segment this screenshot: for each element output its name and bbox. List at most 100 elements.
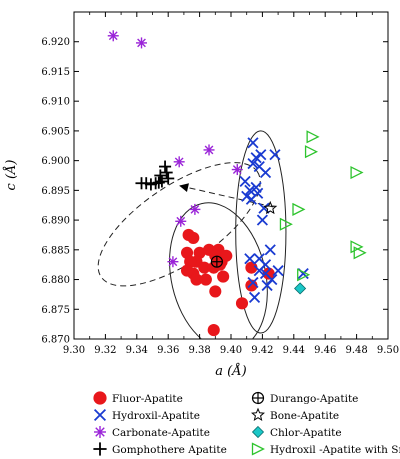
- data-point: [263, 200, 278, 215]
- x-tick-label: 9.48: [345, 345, 367, 356]
- data-point: [292, 202, 306, 216]
- legend: Fluor-Apatite Hydroxil-Apatite Carbonate-A…: [93, 391, 400, 456]
- data-point: [239, 175, 251, 188]
- data-point: [247, 158, 259, 170]
- legend-label: Gomphothere Apatite: [112, 444, 227, 456]
- legend-label: Hydroxil-Apatite: [112, 410, 200, 422]
- x-tick-label: 9.38: [188, 345, 210, 356]
- x-tick-label: 9.40: [220, 345, 242, 356]
- data-point: [209, 285, 222, 298]
- legend-item: Hydroxil -Apatite with Sr: [251, 442, 400, 456]
- legend-item: Carbonate-Apatite: [94, 426, 210, 439]
- y-tick-label: 6.920: [41, 37, 70, 48]
- x-tick-label: 9.32: [94, 345, 116, 356]
- data-point: [173, 156, 185, 168]
- y-axis-label: c (Å): [3, 160, 19, 191]
- data-point: [245, 261, 258, 274]
- y-tick-label: 6.880: [41, 275, 70, 286]
- data-point: [199, 273, 212, 286]
- y-tick-label: 6.905: [41, 126, 70, 137]
- data-point: [252, 187, 264, 199]
- data-point: [269, 149, 281, 161]
- data-point: [261, 279, 273, 292]
- data-point: [135, 177, 148, 190]
- x-tick-label: 9.36: [157, 345, 179, 356]
- data-point: [167, 256, 179, 268]
- data-point: [244, 184, 256, 196]
- data-point: [235, 297, 249, 310]
- data-point: [220, 249, 233, 262]
- data-point: [248, 291, 261, 303]
- y-tick-label: 6.910: [41, 97, 70, 108]
- data-point: [217, 270, 230, 283]
- x-axis-label: a (Å): [215, 363, 246, 379]
- data-point: [272, 265, 284, 277]
- legend-label: Bone-Apatite: [270, 410, 339, 422]
- data-point: [198, 261, 211, 274]
- series-hydroxil-apatite-with-sr: [279, 130, 367, 282]
- data-point: [190, 273, 203, 286]
- legend-marker: [251, 407, 265, 421]
- legend-marker: [251, 391, 265, 405]
- data-point: [180, 264, 194, 277]
- data-point: [297, 268, 311, 282]
- data-point: [256, 214, 268, 226]
- legend-label: Carbonate-Apatite: [112, 427, 210, 439]
- data-point: [259, 166, 272, 179]
- series-fluor-apatite: [180, 228, 275, 337]
- legend-marker: [251, 425, 265, 439]
- legend-label: Hydroxil -Apatite with Sr: [270, 444, 400, 456]
- y-tick-label: 6.890: [41, 216, 70, 227]
- data-point: [304, 145, 319, 159]
- y-tick-label: 6.870: [41, 335, 70, 346]
- legend-marker: [93, 442, 107, 456]
- data-point: [187, 231, 200, 244]
- data-point: [162, 172, 175, 185]
- gomphothere-ellipse: [97, 162, 261, 287]
- data-point: [247, 276, 259, 289]
- y-tick-label: 6.875: [41, 305, 70, 316]
- x-tick-label: 9.50: [377, 345, 399, 356]
- legend-label: Durango-Apatite: [270, 393, 358, 405]
- legend-item: Fluor-Apatite: [93, 391, 183, 405]
- data-point: [189, 203, 201, 215]
- legend-item: Gomphothere Apatite: [93, 442, 227, 456]
- data-point: [210, 255, 223, 268]
- series-gomphothere-apatite: [135, 160, 175, 191]
- legend-marker: [93, 408, 107, 422]
- data-point: [107, 30, 119, 42]
- data-point: [350, 240, 364, 254]
- data-point: [253, 265, 265, 277]
- data-point: [136, 37, 148, 49]
- data-point: [262, 267, 275, 280]
- data-point: [154, 169, 167, 182]
- legend-marker: [251, 442, 265, 456]
- data-point: [241, 190, 253, 202]
- data-point: [255, 149, 267, 161]
- y-tick-label: 6.885: [41, 245, 70, 256]
- series-durango-apatite: [210, 255, 223, 268]
- y-tick-label: 6.900: [41, 156, 70, 167]
- series-hydroxil-apatite: [239, 137, 309, 303]
- data-point: [213, 258, 227, 271]
- y-tick-label: 6.895: [41, 186, 70, 197]
- legend-marker: [93, 391, 107, 405]
- y-tick-label: 6.915: [41, 67, 70, 78]
- series-chlor-apatite: [294, 282, 307, 295]
- x-tick-label: 9.46: [314, 345, 336, 356]
- series-carbonate-apatite: [107, 30, 243, 268]
- x-tick-label: 9.34: [126, 345, 148, 356]
- legend-item: Chlor-Apatite: [251, 425, 342, 439]
- y-axis-ticks: 6.870 6.875 6.880 6.885 6.890 6.895 6.900 6.905…: [41, 37, 388, 346]
- data-point: [231, 164, 243, 176]
- legend-marker: [94, 426, 106, 438]
- data-point: [159, 160, 172, 173]
- data-point: [207, 324, 220, 337]
- pointer-arrowhead: [179, 183, 189, 192]
- legend-label: Chlor-Apatite: [270, 427, 342, 439]
- data-point: [245, 279, 258, 292]
- data-point: [247, 137, 259, 149]
- data-point: [294, 282, 307, 295]
- data-point: [353, 246, 367, 260]
